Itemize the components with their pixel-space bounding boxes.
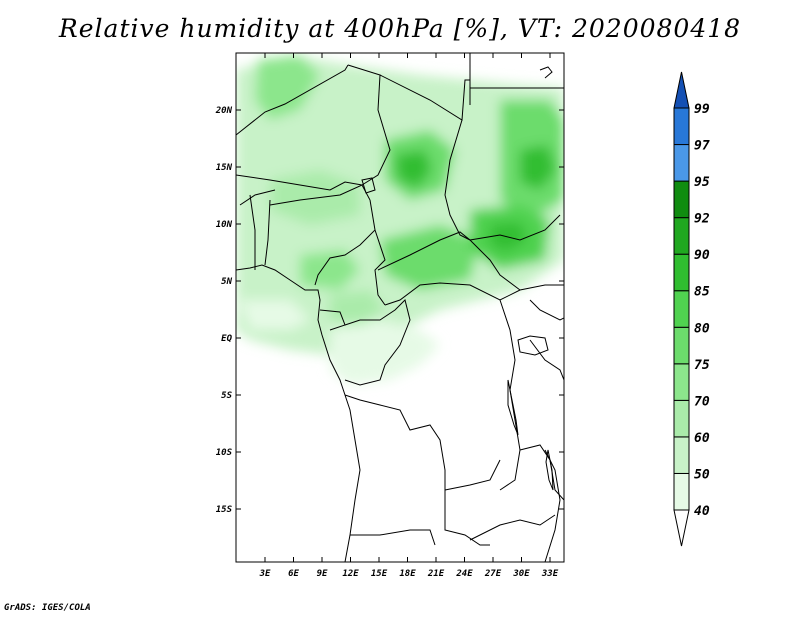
lon-label: 27E [484,569,502,579]
colorbar-segment [673,144,690,182]
lat-label: 10N [216,220,233,230]
lon-label: 24E [455,569,473,579]
colorbar-segment [673,399,690,438]
colorbar-label: 70 [694,394,710,409]
colorbar-label: 99 [694,102,710,117]
lake-tanganyika [507,379,519,436]
humidity-blob-n1 [255,55,320,120]
colorbar-extend-high [673,71,690,109]
lat-label: 15S [216,505,233,515]
border-chad-sudan [444,119,471,241]
lat-label: 5S [221,391,232,401]
border-zimbabwe [469,514,556,541]
border-cameroon-chad [374,229,386,306]
lat-label: 20N [215,106,233,116]
lon-label: 12E [342,569,359,579]
lon-label: 15E [371,569,388,579]
colorbar-label: 40 [694,504,710,519]
humidity-blob-c4 [330,290,385,325]
border-algeria-niger [236,64,349,136]
lon-label: 21E [427,569,445,579]
colorbar-label: 75 [694,358,710,373]
lat-label: 10S [216,448,233,458]
border-mozambique [544,449,561,562]
colorbar-segment [673,253,690,292]
red-sea-coast [539,66,553,79]
border-car-drc [384,282,564,306]
colorbar-segment [673,180,690,219]
humidity-blob-c3 [300,250,360,290]
border-burkina [239,189,276,206]
border-drc-east [499,299,521,491]
lake-chad [361,177,376,194]
lake-malawi [545,449,554,491]
lon-label: 18E [399,569,416,579]
border-zambia-malawi [519,444,564,501]
border-sudan-south [469,214,561,241]
map-title: Relative humidity at 400hPa [%], VT: 202… [58,14,742,43]
border-togo-ghana [249,194,256,270]
colorbar-segment [673,472,690,511]
border-angola-south [350,529,436,546]
humidity-band-central [330,320,440,385]
colorbar-label: 60 [694,431,710,446]
border-car-north [377,231,521,291]
latitude-axis: 20N 15N 10N 5N EQ 5S 10S 15S [215,106,564,515]
lon-label: 9E [317,569,328,579]
colorbar-label: 92 [694,212,710,227]
lon-label: 33E [541,569,559,579]
lon-label: 3E [259,569,271,579]
border-angola-zambia [444,490,490,546]
colorbar-label: 90 [694,248,710,263]
border-benin [264,199,271,266]
humidity-west-coast [240,300,310,330]
humidity-field [236,55,564,385]
colorbar: 40 50 60 70 75 80 85 90 92 95 97 99 [673,71,710,547]
border-mali-niger [236,174,363,191]
colorbar-segment [673,107,690,146]
colorbar-extend-low [673,509,690,547]
lat-label: 15N [216,163,233,173]
lon-label: 30E [512,569,530,579]
lake-victoria [517,335,549,356]
country-borders [236,53,564,562]
humidity-blob-n6 [520,145,556,190]
colorbar-label: 85 [694,285,710,300]
grads-credit: GrADS: IGES/COLA [4,603,91,613]
lon-label: 6E [288,569,299,579]
colorbar-segment [673,363,690,401]
colorbar-segment [673,217,690,255]
colorbar-label: 80 [694,321,710,336]
border-gabon [319,309,346,331]
humidity-blob-c1 [380,225,480,290]
map-frame [235,52,565,563]
coastline-west [236,264,361,562]
border-egypt-sudan [469,53,564,89]
border-uganda-kenya [529,299,564,321]
border-congo-drc [344,299,411,386]
colorbar-label: 50 [694,467,710,482]
humidity-blob-n5 [395,150,432,188]
border-libya-niger [347,64,391,186]
colorbar-segment [673,290,690,328]
lat-label: 5N [221,277,232,287]
colorbar-label: 97 [694,139,710,154]
colorbar-segment [673,326,690,365]
lat-label: EQ [221,334,232,344]
colorbar-label: 95 [694,175,710,190]
colorbar-segment [673,436,690,474]
border-drc-angola [344,394,501,491]
border-tanzania [529,339,564,381]
longitude-axis: 3E 6E 9E 12E 15E 18E 21E 24E 27E 30E 33E [259,53,559,579]
